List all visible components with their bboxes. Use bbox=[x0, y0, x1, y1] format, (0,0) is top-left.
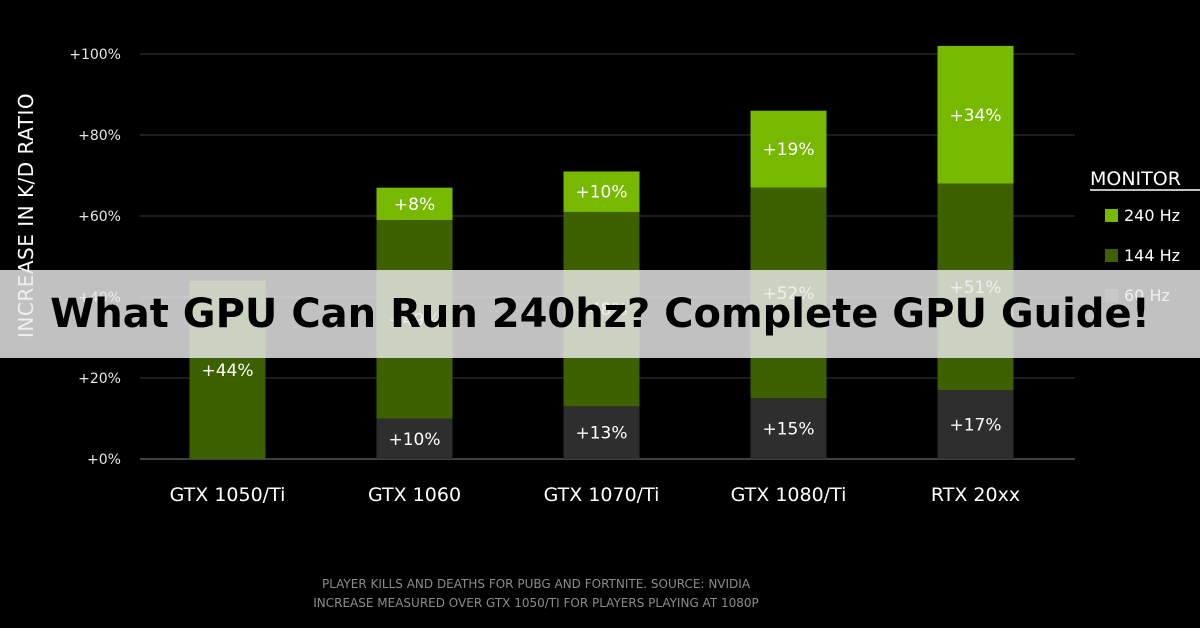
category-label: GTX 1080/Ti bbox=[731, 484, 847, 506]
title-banner: What GPU Can Run 240hz? Complete GPU Gui… bbox=[0, 270, 1200, 358]
legend-label: 144 Hz bbox=[1124, 246, 1180, 265]
legend-title: MONITOR bbox=[1090, 168, 1181, 190]
bar-segment-60-hz bbox=[376, 418, 453, 459]
footnotes: PLAYER KILLS AND DEATHS FOR PUBG AND FOR… bbox=[313, 577, 759, 610]
category-label: GTX 1060 bbox=[368, 484, 461, 506]
legend-label: 240 Hz bbox=[1124, 206, 1180, 225]
bar-segment-60-hz bbox=[937, 390, 1014, 459]
y-tick-label: +0% bbox=[87, 452, 121, 468]
bar-segment-240-hz bbox=[563, 171, 640, 212]
y-axis-ticks: +0%+20%+40%+60%+80%+100% bbox=[69, 47, 121, 468]
category-label: RTX 20xx bbox=[931, 484, 1020, 506]
y-tick-label: +100% bbox=[69, 47, 121, 63]
category-label: GTX 1050/Ti bbox=[170, 484, 286, 506]
data-label: +34% bbox=[949, 106, 1001, 126]
data-label: +17% bbox=[949, 416, 1001, 436]
y-tick-label: +80% bbox=[78, 128, 121, 144]
y-tick-label: +60% bbox=[78, 209, 121, 225]
bar-segment-60-hz bbox=[563, 406, 640, 459]
footnote-line-2: INCREASE MEASURED OVER GTX 1050/TI FOR P… bbox=[313, 596, 759, 610]
bar-segment-240-hz bbox=[750, 110, 827, 188]
bar-segment-240-hz bbox=[937, 45, 1014, 184]
category-labels: GTX 1050/Ti GTX 1060 GTX 1070/Ti GTX 1080/T… bbox=[170, 484, 1020, 506]
page-title: What GPU Can Run 240hz? Complete GPU Gui… bbox=[50, 291, 1150, 337]
data-label: +8% bbox=[394, 195, 435, 215]
data-label: +13% bbox=[575, 424, 627, 444]
category-label: GTX 1070/Ti bbox=[544, 484, 660, 506]
bar-segment-60-hz bbox=[750, 398, 827, 459]
legend-swatch bbox=[1105, 209, 1118, 222]
footnote-line-1: PLAYER KILLS AND DEATHS FOR PUBG AND FOR… bbox=[322, 577, 751, 591]
data-label: +19% bbox=[762, 140, 814, 160]
data-label: +15% bbox=[762, 420, 814, 440]
data-label: +44% bbox=[201, 361, 253, 381]
bars bbox=[189, 45, 1014, 459]
y-tick-label: +20% bbox=[78, 371, 121, 387]
legend-swatch bbox=[1105, 249, 1118, 262]
data-label: +10% bbox=[575, 183, 627, 203]
data-label: +10% bbox=[388, 430, 440, 450]
bar-segment-240-hz bbox=[376, 187, 453, 221]
